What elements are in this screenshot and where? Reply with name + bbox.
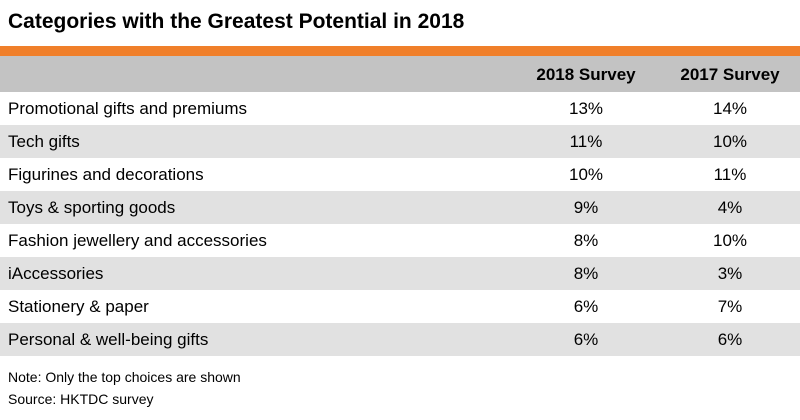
- table-row: Stationery & paper 6% 7%: [0, 290, 800, 323]
- table-row: Personal & well-being gifts 6% 6%: [0, 323, 800, 356]
- row-value-2017: 7%: [717, 297, 743, 316]
- source-text: Source: HKTDC survey: [8, 391, 154, 407]
- table-row: Fashion jewellery and accessories 8% 10%: [0, 224, 800, 257]
- header-category: [0, 56, 512, 92]
- title-accent-bar: [0, 46, 800, 56]
- row-category-label: Fashion jewellery and accessories: [8, 231, 267, 250]
- table-row: Tech gifts 11% 10%: [0, 125, 800, 158]
- chart-title: Categories with the Greatest Potential i…: [8, 10, 465, 33]
- footnotes: Note: Only the top choices are shown Sou…: [8, 366, 241, 410]
- row-value-2017: 10%: [712, 132, 748, 151]
- table-row: iAccessories 8% 3%: [0, 257, 800, 290]
- row-category-label: iAccessories: [8, 264, 104, 283]
- table-row: Figurines and decorations 10% 11%: [0, 158, 800, 191]
- table-body: Promotional gifts and premiums 13% 14% Tech…: [0, 92, 800, 356]
- note-text: Note: Only the top choices are shown: [8, 369, 241, 385]
- table-header-row: 2018 Survey 2017 Survey: [0, 56, 800, 92]
- row-category-label: Figurines and decorations: [8, 165, 204, 184]
- data-table: 2018 Survey 2017 Survey Promotional gift…: [0, 56, 800, 356]
- table-row: Promotional gifts and premiums 13% 14%: [0, 92, 800, 125]
- row-value-2018: 13%: [568, 99, 604, 118]
- row-category-label: Toys & sporting goods: [8, 198, 176, 217]
- row-category-label: Stationery & paper: [8, 297, 149, 316]
- row-value-2018: 10%: [568, 165, 604, 184]
- row-value-2018: 8%: [573, 264, 599, 283]
- table-row: Toys & sporting goods 9% 4%: [0, 191, 800, 224]
- row-value-2018: 8%: [573, 231, 599, 250]
- row-value-2017: 6%: [717, 330, 743, 349]
- row-value-2018: 11%: [569, 132, 603, 151]
- row-value-2017: 11%: [713, 165, 747, 184]
- header-2017-survey: 2017 Survey: [680, 65, 780, 84]
- row-value-2017: 10%: [712, 231, 748, 250]
- row-category-label: Personal & well-being gifts: [8, 330, 209, 349]
- row-value-2018: 6%: [573, 297, 599, 316]
- row-value-2018: 6%: [573, 330, 599, 349]
- row-value-2017: 4%: [717, 198, 743, 217]
- row-value-2018: 9%: [573, 198, 599, 217]
- row-value-2017: 3%: [717, 264, 743, 283]
- row-category-label: Tech gifts: [8, 132, 80, 151]
- row-category-label: Promotional gifts and premiums: [8, 99, 248, 118]
- row-value-2017: 14%: [712, 99, 748, 118]
- header-2018-survey: 2018 Survey: [536, 65, 636, 84]
